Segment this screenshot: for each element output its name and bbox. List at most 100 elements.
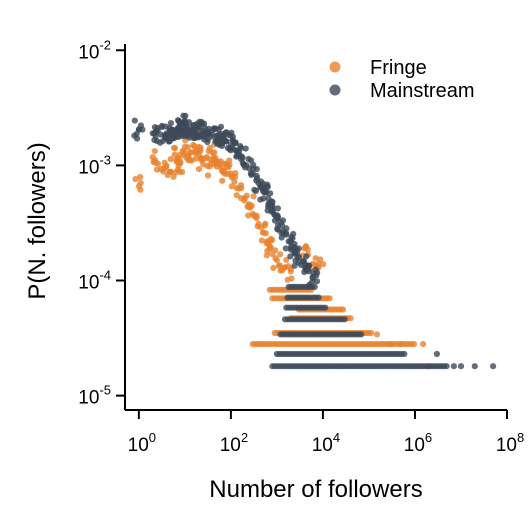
fringe-point bbox=[266, 238, 274, 245]
mainstream-point bbox=[450, 363, 457, 370]
fringe-point bbox=[277, 267, 284, 274]
fringe-point bbox=[137, 179, 144, 187]
y-tick-label: 10-3 bbox=[78, 152, 111, 178]
fringe-point bbox=[258, 224, 265, 231]
mainstream-point bbox=[471, 363, 478, 370]
axes: 100 102 104 106 108 10-5 10-4 10-3 10-2 bbox=[78, 37, 524, 456]
fringe-point bbox=[179, 169, 186, 176]
fringe-point bbox=[229, 172, 236, 179]
y-axis-title: P(N. followers) bbox=[24, 142, 51, 299]
mainstream-point bbox=[134, 135, 141, 142]
fringe-point bbox=[263, 252, 270, 259]
y-tick-label: 10-4 bbox=[78, 268, 111, 294]
mainstream-point bbox=[205, 128, 212, 135]
fringe-point bbox=[398, 341, 405, 348]
mainstream-point bbox=[297, 261, 305, 268]
mainstream-point bbox=[278, 234, 285, 241]
fringe-point bbox=[195, 166, 203, 173]
mainstream-point bbox=[248, 171, 255, 178]
fringe-point bbox=[243, 192, 250, 199]
x-tick-label: 108 bbox=[496, 430, 524, 456]
mainstream-point bbox=[201, 133, 209, 140]
mainstream-point bbox=[287, 253, 294, 260]
fringe-point bbox=[184, 144, 191, 151]
mainstream-point bbox=[303, 253, 310, 260]
fringe-point bbox=[241, 197, 248, 204]
fringe-point bbox=[367, 329, 375, 337]
fringe-point bbox=[153, 166, 160, 173]
mainstream-point bbox=[312, 266, 319, 273]
fringe-point bbox=[283, 256, 290, 263]
mainstream-point bbox=[358, 331, 365, 338]
mainstream-point bbox=[251, 186, 258, 193]
fringe-point bbox=[272, 247, 279, 254]
fringe-point bbox=[387, 341, 394, 348]
mainstream-point bbox=[278, 230, 285, 237]
fringe-point bbox=[211, 149, 218, 156]
fringe-point bbox=[302, 244, 309, 251]
mainstream-point bbox=[215, 139, 222, 146]
mainstream-point bbox=[274, 205, 281, 212]
mainstream-point bbox=[181, 118, 188, 125]
fringe-point bbox=[276, 262, 283, 269]
mainstream-point bbox=[253, 172, 260, 179]
fringe-point bbox=[248, 202, 255, 209]
mainstream-point bbox=[195, 134, 202, 141]
mainstream-point bbox=[341, 316, 348, 323]
mainstream-point bbox=[183, 124, 190, 131]
fringe-point bbox=[192, 155, 199, 162]
mainstream-point bbox=[167, 120, 174, 127]
mainstream-point bbox=[162, 123, 169, 130]
mainstream-point bbox=[269, 198, 276, 205]
mainstream-point bbox=[239, 159, 246, 166]
mainstream-point bbox=[433, 350, 440, 358]
x-tick-label: 104 bbox=[312, 430, 340, 456]
fringe-point bbox=[340, 306, 347, 313]
fringe-point bbox=[137, 186, 144, 193]
fringe-point bbox=[233, 192, 240, 199]
fringe-point bbox=[250, 193, 257, 200]
mainstream-point bbox=[229, 144, 236, 151]
fringe-point bbox=[170, 173, 177, 180]
fringe-point bbox=[219, 168, 226, 175]
fringe-point bbox=[196, 147, 203, 154]
mainstream-point bbox=[282, 229, 290, 237]
fringe-point bbox=[154, 160, 161, 167]
mainstream-point bbox=[457, 363, 465, 370]
mainstream-point bbox=[274, 225, 281, 232]
data-points bbox=[131, 112, 497, 370]
mainstream-point bbox=[262, 188, 270, 195]
x-tick-label: 102 bbox=[220, 430, 248, 456]
fringe-point bbox=[217, 161, 224, 168]
mainstream-point bbox=[182, 112, 189, 119]
fringe-point bbox=[347, 315, 354, 322]
fringe-point bbox=[277, 251, 284, 258]
fringe-point bbox=[315, 260, 322, 268]
mainstream-point bbox=[313, 278, 321, 285]
fringe-point bbox=[171, 145, 179, 152]
mainstream-point bbox=[293, 246, 300, 253]
mainstream-point bbox=[166, 138, 173, 145]
fringe-point bbox=[258, 237, 265, 244]
mainstream-point bbox=[279, 217, 287, 224]
mainstream-point bbox=[302, 265, 310, 272]
y-tick-label: 10-5 bbox=[78, 383, 111, 409]
mainstream-point bbox=[313, 272, 320, 279]
fringe-point bbox=[219, 177, 226, 184]
mainstream-point bbox=[217, 123, 225, 130]
mainstream-point bbox=[274, 215, 281, 222]
mainstream-point bbox=[131, 117, 138, 124]
fringe-point bbox=[270, 264, 277, 271]
fringe-point bbox=[245, 212, 252, 219]
fringe-point bbox=[137, 173, 144, 181]
mainstream-point bbox=[315, 294, 322, 301]
fringe-point bbox=[373, 331, 381, 338]
mainstream-point bbox=[159, 137, 167, 144]
fringe-point bbox=[198, 157, 205, 164]
fringe-point bbox=[262, 230, 269, 237]
mainstream-point bbox=[443, 363, 450, 370]
mainstream-point bbox=[229, 133, 236, 140]
x-tick-label: 100 bbox=[128, 430, 156, 456]
fringe-point bbox=[273, 257, 280, 264]
